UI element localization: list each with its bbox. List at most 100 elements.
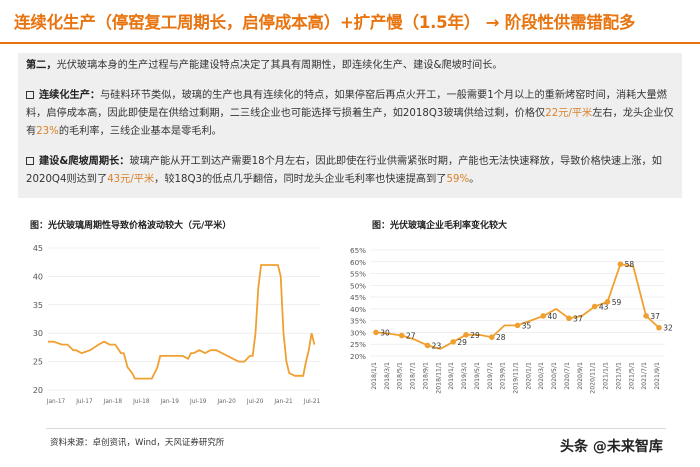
x-tick-label: 2019/1/1	[448, 362, 455, 390]
x-tick-label: Jul-19	[189, 399, 207, 405]
x-tick-label: 2020/5/1	[551, 362, 558, 390]
data-point-marker	[540, 313, 547, 319]
y-tick-label: 35	[33, 301, 43, 310]
x-tick-label: Jan-19	[160, 399, 180, 405]
data-label: 32	[663, 324, 673, 333]
y-tick-label: 25	[33, 358, 43, 367]
checkbox-square-icon	[26, 157, 34, 165]
x-tick-label: 2018/7/1	[410, 362, 417, 390]
build-lead: 建设&爬坡周期长：	[39, 156, 130, 167]
x-tick-label: 2021/1/1	[603, 362, 610, 390]
intro-lead: 第二，	[26, 60, 57, 71]
x-tick-label: 2019/7/1	[487, 362, 494, 390]
data-label: 40	[547, 312, 557, 321]
build-text-c: 。	[469, 174, 480, 185]
data-label: 29	[457, 338, 467, 347]
data-label: 37	[573, 314, 583, 323]
data-label: 43	[599, 303, 609, 312]
data-label: 27	[406, 332, 416, 341]
x-tick-label: Jan-20	[216, 399, 236, 405]
build-text-a: 玻璃产能从开工到达产需要18个月左右，因此即使在行业供需紧张时期，产能也无法快速…	[26, 156, 662, 185]
x-tick-label: 2019/11/1	[513, 362, 520, 394]
x-tick-label: 2018/3/1	[384, 362, 391, 390]
paragraph-intro: 第二，光伏玻璃本身的生产过程与产能建设特点决定了其具有周期性，即连续化生产、建设…	[26, 57, 676, 75]
summary-box: 第二，光伏玻璃本身的生产过程与产能建设特点决定了其具有周期性，即连续化生产、建设…	[18, 53, 682, 198]
margin-line-chart: 20% 25% 30% 35% 40% 45% 50% 55% 60% 65% 2018/1/1 20…	[350, 246, 673, 394]
y-tick-label: 40	[33, 272, 43, 281]
data-label: 59	[612, 298, 622, 307]
y-tick-label: 60%	[350, 258, 366, 267]
x-tick-label: 2018/1/1	[371, 362, 378, 390]
x-tick-label: Jan-17	[46, 399, 66, 405]
data-label: 29	[470, 331, 480, 340]
margin-chart-caption: 图：光伏玻璃企业毛利率变化较大	[372, 221, 508, 231]
data-point-marker	[566, 315, 572, 322]
data-point-marker	[488, 334, 495, 340]
data-point-marker	[514, 322, 521, 329]
y-tick-label: 20%	[350, 352, 366, 361]
x-tick-label: 2020/9/1	[577, 362, 584, 390]
continuous-text-a: 与硅料环节类似，玻璃的生产也具有连续化的特点，如果停窑后再点火开工，一般需要1个…	[26, 90, 667, 119]
checkbox-square-icon	[26, 91, 34, 99]
data-point-marker	[463, 332, 469, 338]
continuous-lead: 连续化生产：	[39, 90, 101, 101]
x-tick-label: 2018/11/1	[435, 362, 442, 394]
y-tick-label: 45	[33, 244, 43, 253]
y-tick-label: 25%	[350, 340, 366, 349]
x-tick-label: 2020/7/1	[564, 362, 571, 390]
footer-divider	[46, 428, 666, 429]
data-point-marker	[373, 329, 379, 336]
x-tick-label: 2018/9/1	[422, 362, 429, 390]
title-divider	[0, 42, 700, 44]
data-label: 28	[496, 333, 506, 342]
price-line-chart: 20 25 30 35 40 45 Jan-17 Jul-17 Jan-18 Jul-18 Jan-…	[33, 244, 321, 405]
price-series-line	[48, 264, 316, 380]
data-label: 23	[432, 341, 442, 350]
y-tick-label: 50%	[350, 281, 366, 290]
x-tick-label: Jan-21	[273, 399, 293, 405]
y-tick-label: 20	[33, 386, 43, 395]
data-point-marker	[643, 313, 649, 319]
x-tick-label: Jan-18	[103, 399, 123, 405]
intro-body: 光伏玻璃本身的生产过程与产能建设特点决定了其具有周期性，即连续化生产、建设&爬坡…	[56, 60, 503, 71]
y-tick-label: 35%	[350, 317, 366, 326]
x-tick-label: Jul-18	[132, 399, 150, 405]
continuous-text-b: 左右，龙头企业仅有	[26, 108, 674, 137]
data-label: 58	[625, 260, 635, 269]
x-tick-label: Jul-17	[75, 399, 93, 405]
price-chart-caption: 图：光伏玻璃周期性导致价格波动较大（元/平米）	[30, 221, 232, 231]
source-note: 资料来源：卓创资讯，Wind，天风证券研究所	[50, 438, 225, 448]
page-title: 连续化生产（停窑复工周期长，启停成本高）+扩产慢（1.5年） → 阶段性供需错配…	[14, 13, 636, 32]
x-tick-label: 2018/5/1	[397, 362, 404, 390]
continuous-highlight-price: 22元/平米	[545, 108, 593, 119]
x-tick-label: 2021/9/1	[654, 362, 661, 390]
x-tick-label: 2020/3/1	[538, 362, 545, 390]
x-tick-label: Jul-20	[246, 399, 264, 405]
data-point-marker	[591, 303, 598, 310]
y-tick-label: 30%	[350, 328, 366, 337]
x-tick-label: 2021/5/1	[628, 362, 635, 390]
data-point-marker	[617, 261, 624, 267]
paragraph-continuous-production: 连续化生产：与硅料环节类似，玻璃的生产也具有连续化的特点，如果停窑后再点火开工，…	[26, 87, 676, 141]
x-tick-label: 2021/3/1	[615, 362, 622, 390]
data-label: 30	[380, 328, 390, 337]
data-point-marker	[604, 299, 611, 305]
build-text-b: ，较18Q3的低点几乎翻倍，同时龙头企业毛利率也快速提高到了	[154, 174, 447, 185]
x-tick-label: 2020/1/1	[525, 362, 532, 390]
x-tick-label: 2021/7/1	[641, 362, 648, 390]
x-tick-label: Jul-21	[303, 399, 321, 405]
y-tick-label: 45%	[350, 293, 366, 302]
x-tick-label: 2019/3/1	[461, 362, 468, 390]
data-point-marker	[398, 332, 405, 339]
data-point-marker	[656, 324, 662, 331]
x-tick-label: 2019/5/1	[474, 362, 481, 390]
y-tick-label: 30	[33, 329, 43, 338]
data-label: 37	[650, 312, 660, 321]
data-label: 35	[522, 321, 532, 330]
y-tick-label: 40%	[350, 305, 366, 314]
build-highlight-price: 43元/平米	[107, 174, 155, 185]
continuous-text-c: 的毛利率，三线企业基本是零毛利。	[58, 126, 222, 137]
continuous-highlight-margin: 23%	[36, 126, 59, 137]
y-tick-label: 65%	[350, 246, 366, 255]
y-tick-label: 55%	[350, 270, 366, 279]
